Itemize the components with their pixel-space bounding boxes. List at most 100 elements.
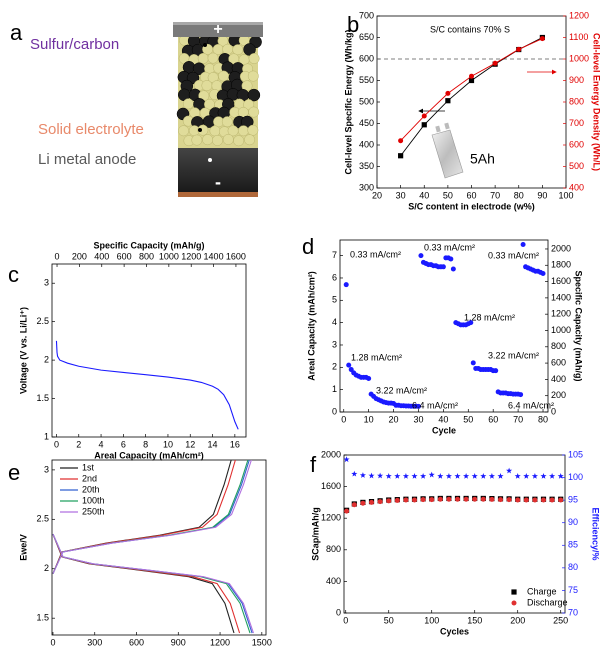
data-point [489,497,494,502]
data-point [377,473,383,479]
y-tick-label: 3 [332,339,337,349]
particles [177,34,262,146]
annotation: 3.22 mA/cm² [488,350,539,360]
y-tick-label: 550 [359,75,374,85]
data-point [506,468,512,474]
data-point [518,392,523,397]
x-tick-label: 50 [463,414,473,424]
cell-terminal: + [213,21,222,38]
series-line [53,460,240,633]
data-point [521,242,526,247]
plot-frame [52,264,246,437]
data-point [524,498,529,503]
y-axis-label: Voltage (V vs. Li/Li⁺) [18,307,28,394]
y-tick-label: 5 [332,295,337,305]
y-tick-label: 2.5 [36,316,49,326]
annotation: 3.22 mA/cm² [376,385,427,395]
data-point [429,472,435,478]
page: {"panel_a": {"label": "a", "labels": ["S… [0,0,605,648]
particle [198,53,208,63]
y2-tick-label: 1200 [569,10,589,20]
data-point [515,498,520,503]
data-point [532,473,538,479]
figure: a+-Sulfur/carbonSolid electrolyteLi meta… [0,0,605,648]
data-point [480,473,486,479]
x-tick-label: 100 [424,615,439,625]
data-point [378,499,383,504]
data-point [549,473,555,479]
particle [212,135,222,145]
data-point [516,47,521,52]
legend-label: 1st [82,462,95,472]
component-label: Sulfur/carbon [30,36,119,53]
particle [249,53,259,63]
data-point [445,98,450,103]
data-point [464,497,469,502]
data-point [422,122,427,127]
y-tick-label: 0 [332,406,337,416]
x-axis-label: Areal Capacity (mAh/cm²) [94,450,204,460]
y-tick-label: 1 [332,384,337,394]
particle [183,99,193,109]
y-axis-label: Areal Capacity (mAh/cm²) [306,271,316,381]
data-point [550,498,555,503]
y-tick-label: 500 [359,96,374,106]
data-point [411,473,417,479]
y2-tick-label: 1000 [551,325,571,335]
x-tick-label: 6 [121,439,126,449]
y2-tick-label: 1800 [551,260,571,270]
data-point [507,497,512,502]
y2-tick-label: 200 [551,390,566,400]
y-tick-label: 2 [44,563,49,573]
data-point [346,363,351,368]
y2-tick-label: 900 [569,75,584,85]
y-tick-label: 450 [359,118,374,128]
data-point [421,497,426,502]
panel-letter: f [310,452,317,477]
particle [248,89,260,101]
legend-label: 100th [82,495,105,505]
data-point [498,497,503,502]
x-tick-label: 80 [514,190,524,200]
x-tick-label: 40 [438,414,448,424]
data-point [558,473,564,479]
annotation: 0.33 mA/cm² [488,250,539,260]
legend-label: Charge [527,586,557,596]
x-tick-label: 600 [129,637,144,647]
data-point [429,497,434,502]
panel-letter: c [8,262,19,287]
data-point [523,473,529,479]
data-point [532,498,537,503]
particle [233,45,243,55]
y-tick-label: 2 [332,362,337,372]
particle [202,80,212,90]
data-point [351,471,357,477]
data-point [360,472,366,478]
data-point [489,473,495,479]
annotation: 5Ah [470,151,495,167]
y-tick-label: 600 [359,53,374,63]
data-point [455,497,460,502]
data-point [481,497,486,502]
x2-tick-label: 600 [117,251,132,261]
data-point [412,498,417,503]
x-tick-label: 0 [50,637,55,647]
x-tick-label: 150 [467,615,482,625]
data-point [463,473,469,479]
particle [202,134,212,144]
x-tick-label: 8 [143,439,148,449]
y2-tick-label: 500 [569,161,584,171]
series-line [53,460,234,633]
y2-tick-label: 600 [551,357,566,367]
x-tick-label: 30 [396,190,406,200]
annotation: 1.28 mA/cm² [351,352,402,362]
data-point [344,509,349,514]
data-point [422,113,427,118]
y2-axis-label: Specific Capacity (mAh/g) [574,270,584,381]
data-point [558,498,563,503]
x-axis-label: Cycle [432,425,456,435]
y2-tick-label: 1000 [569,53,589,63]
x-tick-label: 300 [87,637,102,647]
y-tick-label: 800 [326,544,341,554]
data-point [454,473,460,479]
